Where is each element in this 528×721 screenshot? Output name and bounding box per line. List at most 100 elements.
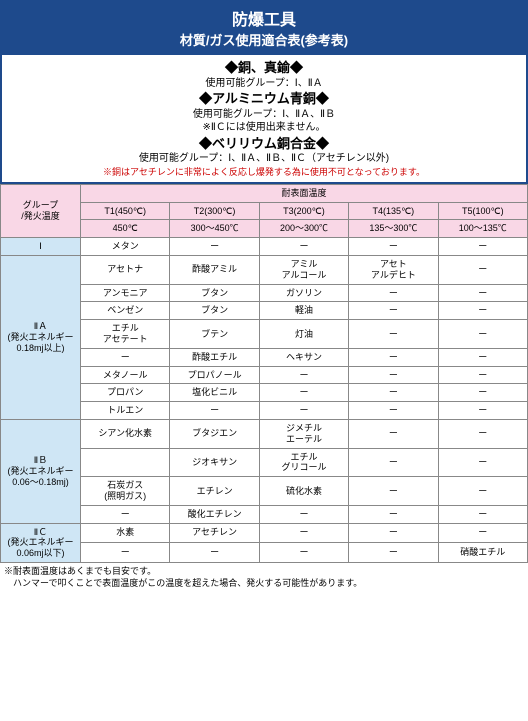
data-cell: エチル アセテート (81, 320, 170, 349)
data-cell: アンモニア (81, 284, 170, 302)
data-cell: プロパノール (170, 366, 259, 384)
data-cell: プロパン (81, 384, 170, 402)
data-cell: ー (349, 402, 438, 420)
subtitle: 材質/ガス使用適合表(参考表) (0, 30, 528, 49)
data-cell: ー (349, 302, 438, 320)
data-cell: ー (81, 505, 170, 523)
t-label: T4(135℃) (349, 202, 438, 220)
data-cell: ー (438, 523, 527, 543)
data-cell: ー (81, 348, 170, 366)
data-cell: ー (438, 348, 527, 366)
data-cell: ー (349, 320, 438, 349)
compatibility-table: グループ /発火温度耐表面温度T1(450℃)T2(300℃)T3(200℃)T… (0, 184, 528, 563)
data-cell: ブタン (170, 302, 259, 320)
material-note: ※ⅡＣには使用出来ません。 (2, 121, 526, 135)
data-cell: ー (349, 366, 438, 384)
data-cell: ブタン (170, 284, 259, 302)
t-label: T2(300℃) (170, 202, 259, 220)
data-cell: 硝酸エチル (438, 543, 527, 563)
title: 防爆工具 (0, 6, 528, 30)
temp-range: 100〜135℃ (438, 220, 527, 238)
data-cell: ー (349, 523, 438, 543)
data-cell: アミル アルコール (259, 255, 348, 284)
data-cell: ー (438, 384, 527, 402)
data-cell: ー (349, 384, 438, 402)
data-cell: 酢酸エチル (170, 348, 259, 366)
data-cell: 灯油 (259, 320, 348, 349)
data-cell: ー (438, 505, 527, 523)
data-cell: ベンゼン (81, 302, 170, 320)
group-label: ⅡＢ (発火エネルギー 0.06〜0.18mj) (1, 419, 81, 523)
t-label: T1(450℃) (81, 202, 170, 220)
temp-range: 300〜450℃ (170, 220, 259, 238)
data-cell: ー (349, 238, 438, 256)
data-cell: ー (349, 543, 438, 563)
data-cell: 水素 (81, 523, 170, 543)
data-cell: ブテン (170, 320, 259, 349)
data-cell: ー (170, 238, 259, 256)
data-cell: シアン化水素 (81, 419, 170, 448)
temp-range: 450℃ (81, 220, 170, 238)
data-cell: ー (259, 402, 348, 420)
data-cell: ー (259, 238, 348, 256)
data-cell (81, 448, 170, 477)
data-cell: ー (170, 402, 259, 420)
data-cell: エチル グリコール (259, 448, 348, 477)
group-label: ⅡＣ (発火エネルギー 0.06mj以下) (1, 523, 81, 562)
warning-text: ※銅はアセチレンに非常によく反応し爆発する為に使用不可となっております。 (2, 166, 526, 178)
data-cell: 酢酸アミル (170, 255, 259, 284)
t-label: T5(100℃) (438, 202, 527, 220)
material-groups: 使用可能グループ：Ⅰ、ⅡＡ、ⅡＢ、ⅡＣ（アセチレン以外) (2, 152, 526, 166)
data-cell: ー (349, 505, 438, 523)
data-cell: ー (438, 366, 527, 384)
data-cell: ー (259, 366, 348, 384)
data-cell: トルエン (81, 402, 170, 420)
material-groups: 使用可能グループ：Ⅰ、ⅡＡ、ⅡＢ (2, 108, 526, 122)
material-name: ◆銅、真鍮◆ (2, 59, 526, 77)
data-cell: ー (349, 448, 438, 477)
t-label: T3(200℃) (259, 202, 348, 220)
data-cell: ー (259, 384, 348, 402)
data-cell: ジオキサン (170, 448, 259, 477)
temp-range: 200〜300℃ (259, 220, 348, 238)
data-cell: ヘキサン (259, 348, 348, 366)
data-cell: ー (438, 238, 527, 256)
data-cell: 石炭ガス (照明ガス) (81, 477, 170, 506)
data-cell: ー (349, 477, 438, 506)
footnote: ※耐表面温度はあくまでも目安です。 ハンマーで叩くことで表面温度がこの温度を超え… (0, 563, 528, 592)
data-cell: ー (259, 543, 348, 563)
material-name: ◆アルミニウム青銅◆ (2, 90, 526, 108)
data-cell: ー (259, 505, 348, 523)
data-cell: メタノール (81, 366, 170, 384)
material-info: ◆銅、真鍮◆使用可能グループ：Ⅰ、ⅡＡ◆アルミニウム青銅◆使用可能グループ：Ⅰ、… (0, 53, 528, 184)
data-cell: アセト アルデヒト (349, 255, 438, 284)
data-cell: 塩化ビニル (170, 384, 259, 402)
data-cell: ー (349, 419, 438, 448)
data-cell: ガソリン (259, 284, 348, 302)
group-label: Ⅰ (1, 238, 81, 256)
data-cell: アセチレン (170, 523, 259, 543)
data-cell: アセトナ (81, 255, 170, 284)
corner-header: グループ /発火温度 (1, 184, 81, 237)
material-name: ◆ベリリウム銅合金◆ (2, 135, 526, 153)
data-cell: ー (438, 302, 527, 320)
header: 防爆工具 材質/ガス使用適合表(参考表) (0, 0, 528, 53)
data-cell: ー (259, 523, 348, 543)
data-cell: エチレン (170, 477, 259, 506)
data-cell: ー (170, 543, 259, 563)
data-cell: ジメチル エーテル (259, 419, 348, 448)
data-cell: ブタジエン (170, 419, 259, 448)
surface-header: 耐表面温度 (81, 184, 528, 202)
data-cell: ー (349, 284, 438, 302)
data-cell: ー (438, 320, 527, 349)
group-label: ⅡＡ (発火エネルギー 0.18mj以上) (1, 255, 81, 419)
data-cell: ー (81, 543, 170, 563)
material-groups: 使用可能グループ：Ⅰ、ⅡＡ (2, 77, 526, 91)
data-cell: ー (438, 477, 527, 506)
data-cell: 硫化水素 (259, 477, 348, 506)
data-cell: ー (438, 419, 527, 448)
data-cell: ー (349, 348, 438, 366)
data-cell: 酸化エチレン (170, 505, 259, 523)
data-cell: メタン (81, 238, 170, 256)
data-cell: 軽油 (259, 302, 348, 320)
